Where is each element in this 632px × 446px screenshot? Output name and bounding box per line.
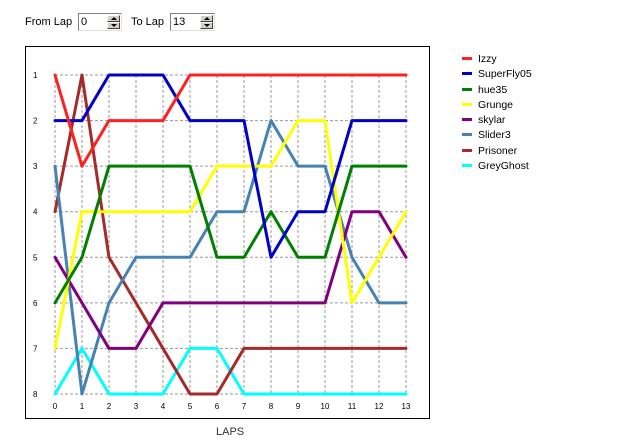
to-lap-spin-buttons [200, 15, 213, 29]
from-lap-label: From Lap [25, 16, 73, 28]
legend-label: GreyGhost [478, 160, 529, 173]
x-axis-label: LAPS [216, 426, 245, 438]
legend-swatch [462, 133, 472, 137]
arrow-down-icon [204, 24, 210, 27]
series-line-superfly05 [53, 73, 408, 259]
legend-label: hue35 [478, 83, 508, 96]
x-tick-label: 6 [215, 402, 220, 411]
y-tick-label: 1 [33, 71, 38, 80]
y-tick-label: 7 [33, 344, 38, 353]
series-line-hue35 [53, 164, 408, 305]
x-tick-label: 13 [402, 402, 411, 411]
x-tick-label: 3 [134, 402, 139, 411]
x-tick-label: 8 [269, 402, 274, 411]
lap-position-chart: 1 2 3 4 5 6 7 8 0 1 2 3 4 5 6 7 8 9 10 11 12 13 [25, 46, 430, 419]
arrow-up-icon [111, 17, 117, 20]
to-lap-input[interactable] [173, 15, 197, 29]
from-lap-input[interactable] [81, 15, 105, 29]
x-tick-label: 1 [80, 402, 85, 411]
series-line-izzy [53, 73, 408, 168]
legend-swatch [462, 87, 472, 91]
arrow-up-icon [204, 17, 210, 20]
series-line-slider3 [53, 119, 408, 396]
legend-swatch [462, 72, 472, 76]
y-tick-label: 3 [33, 162, 38, 171]
to-lap-increment-button[interactable] [200, 15, 213, 22]
x-tick-label: 4 [161, 402, 166, 411]
x-tick-label: 10 [321, 402, 330, 411]
x-tick-label: 12 [375, 402, 384, 411]
legend-label: Izzy [478, 53, 497, 65]
to-lap-label: To Lap [131, 16, 165, 28]
legend-label: SuperFly05 [478, 68, 532, 81]
from-lap-increment-button[interactable] [107, 15, 120, 22]
from-lap-spin-buttons [107, 15, 120, 29]
y-tick-label: 5 [33, 253, 38, 262]
to-lap-decrement-button[interactable] [200, 22, 213, 29]
x-tick-label: 11 [348, 402, 357, 411]
legend-label: Prisoner [478, 144, 518, 157]
legend-swatch [462, 102, 472, 106]
to-lap-spinner[interactable] [170, 13, 215, 31]
from-lap-spinner[interactable] [78, 13, 122, 31]
legend-swatch [462, 148, 472, 152]
legend-label: Slider3 [478, 129, 511, 142]
y-tick-label: 6 [33, 299, 38, 308]
legend-label: Grunge [478, 98, 514, 111]
x-tick-label: 0 [53, 402, 58, 411]
y-tick-label: 8 [33, 390, 38, 399]
legend-label: skylar [478, 114, 506, 127]
x-tick-label: 5 [188, 402, 193, 411]
x-tick-label: 7 [242, 402, 247, 411]
x-tick-label: 9 [296, 402, 301, 411]
x-tick-label: 2 [107, 402, 112, 411]
series-line-grunge [53, 119, 408, 350]
y-tick-label: 4 [33, 208, 38, 217]
legend-swatch [462, 118, 472, 122]
arrow-down-icon [111, 24, 117, 27]
legend-swatch [462, 164, 472, 168]
series-line-skylar [53, 210, 408, 350]
y-tick-label: 2 [33, 117, 38, 126]
from-lap-decrement-button[interactable] [107, 22, 120, 29]
legend-swatch [462, 57, 472, 60]
series-line-prisoner [53, 73, 408, 396]
